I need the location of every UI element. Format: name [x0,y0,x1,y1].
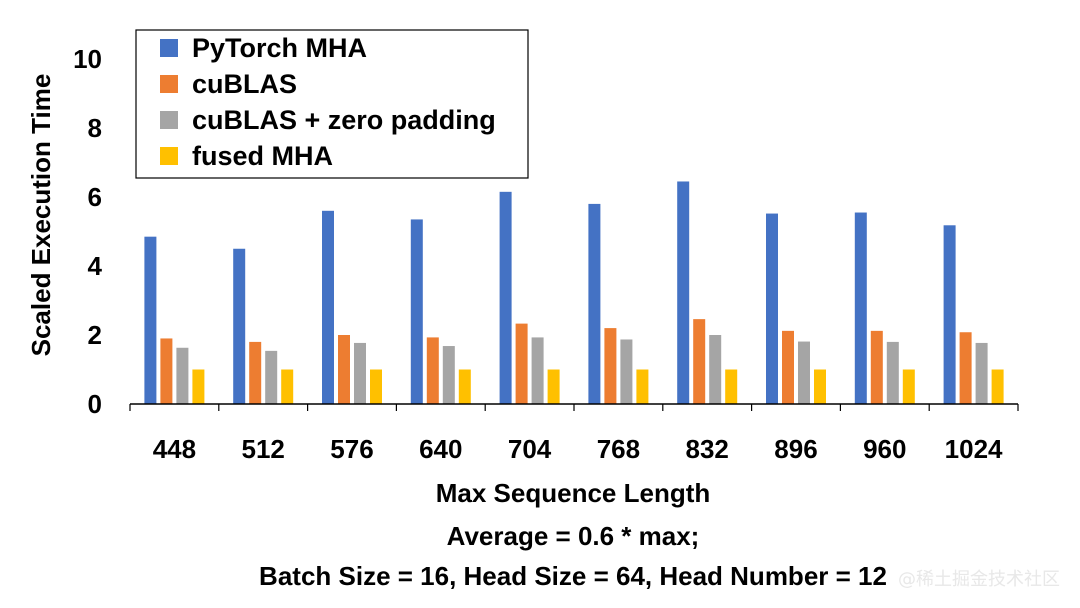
legend-label: cuBLAS [192,69,297,99]
y-tick-label: 10 [73,44,102,74]
bar-cublas-zero-padding-768 [620,339,633,404]
bar-pytorch-mha-512 [233,248,246,404]
y-axis-title: Scaled Execution Time [26,74,56,357]
legend-label: fused MHA [192,141,333,171]
bar-fused-mha-960 [902,369,915,404]
legend-swatch [160,39,178,57]
bar-cublas-1024 [959,332,972,404]
legend-box [135,29,529,179]
bar-cublas-704 [515,323,528,404]
bar-pytorch-mha-704 [499,191,512,404]
bar-pytorch-mha-896 [766,213,778,404]
bar-cublas-832 [693,319,706,404]
x-tick-label: 512 [242,434,285,464]
bar-cublas-zero-padding-576 [354,342,366,404]
bar-cublas-448 [160,338,173,404]
y-tick-label: 2 [88,320,102,350]
bar-fused-mha-1024 [991,369,1004,404]
note-average: Average = 0.6 * max; [447,521,700,551]
legend-label: cuBLAS + zero padding [192,105,496,135]
legend-label: PyTorch MHA [192,33,367,63]
bars [144,181,1004,404]
legend-swatch [160,147,178,165]
bar-fused-mha-640 [458,369,471,404]
bar-cublas-zero-padding-448 [176,347,189,404]
bar-pytorch-mha-576 [322,210,334,404]
bar-pytorch-mha-1024 [943,225,956,404]
x-axis-tick-labels: 448 512 576 640 704 768 832 896 960 1024 [153,434,1003,464]
x-tick-label: 640 [419,434,462,464]
bar-cublas-960 [870,330,883,404]
x-tick-label: 896 [774,434,817,464]
bar-fused-mha-768 [636,369,649,404]
bar-pytorch-mha-640 [410,219,423,404]
x-tick-label: 832 [686,434,729,464]
bar-fused-mha-448 [192,369,205,404]
x-tick-label: 768 [597,434,640,464]
bar-cublas-zero-padding-832 [709,335,722,404]
legend-swatch [160,111,178,129]
legend-swatch [160,75,178,93]
y-tick-label: 6 [88,182,102,212]
note-config: Batch Size = 16, Head Size = 64, Head Nu… [259,561,887,591]
bar-fused-mha-704 [547,369,560,404]
y-tick-label: 0 [88,389,102,419]
y-axis-tick-labels: 0 2 4 6 8 10 [73,44,102,419]
bar-cublas-512 [249,341,262,404]
bar-cublas-576 [338,335,350,404]
y-tick-label: 4 [88,251,103,281]
watermark-text: @稀土掘金技术社区 [898,569,1060,590]
bar-cublas-768 [604,328,617,404]
bar-pytorch-mha-832 [677,181,690,404]
bar-cublas-zero-padding-960 [886,341,899,404]
bar-fused-mha-512 [281,369,294,404]
bar-fused-mha-576 [370,369,382,404]
x-tick-label: 576 [330,434,373,464]
x-tick-label: 704 [508,434,552,464]
bar-cublas-zero-padding-512 [265,350,278,404]
x-axis-ticks [129,404,1019,411]
bar-cublas-zero-padding-704 [531,337,544,404]
bar-cublas-896 [782,330,794,404]
bar-fused-mha-896 [814,369,826,404]
x-tick-label: 960 [863,434,906,464]
x-tick-label: 1024 [945,434,1003,464]
x-axis-title: Max Sequence Length [436,478,711,508]
bar-pytorch-mha-960 [854,212,867,404]
legend: PyTorch MHA cuBLAS cuBLAS + zero padding fu… [135,29,529,179]
bar-pytorch-mha-448 [144,236,157,404]
y-tick-label: 8 [88,113,102,143]
bar-fused-mha-832 [725,369,738,404]
bar-cublas-zero-padding-640 [442,346,455,404]
bar-cublas-zero-padding-1024 [975,342,988,404]
x-tick-label: 448 [153,434,196,464]
bar-cublas-zero-padding-896 [798,341,810,404]
bar-cublas-640 [426,337,439,404]
bar-pytorch-mha-768 [588,203,601,404]
